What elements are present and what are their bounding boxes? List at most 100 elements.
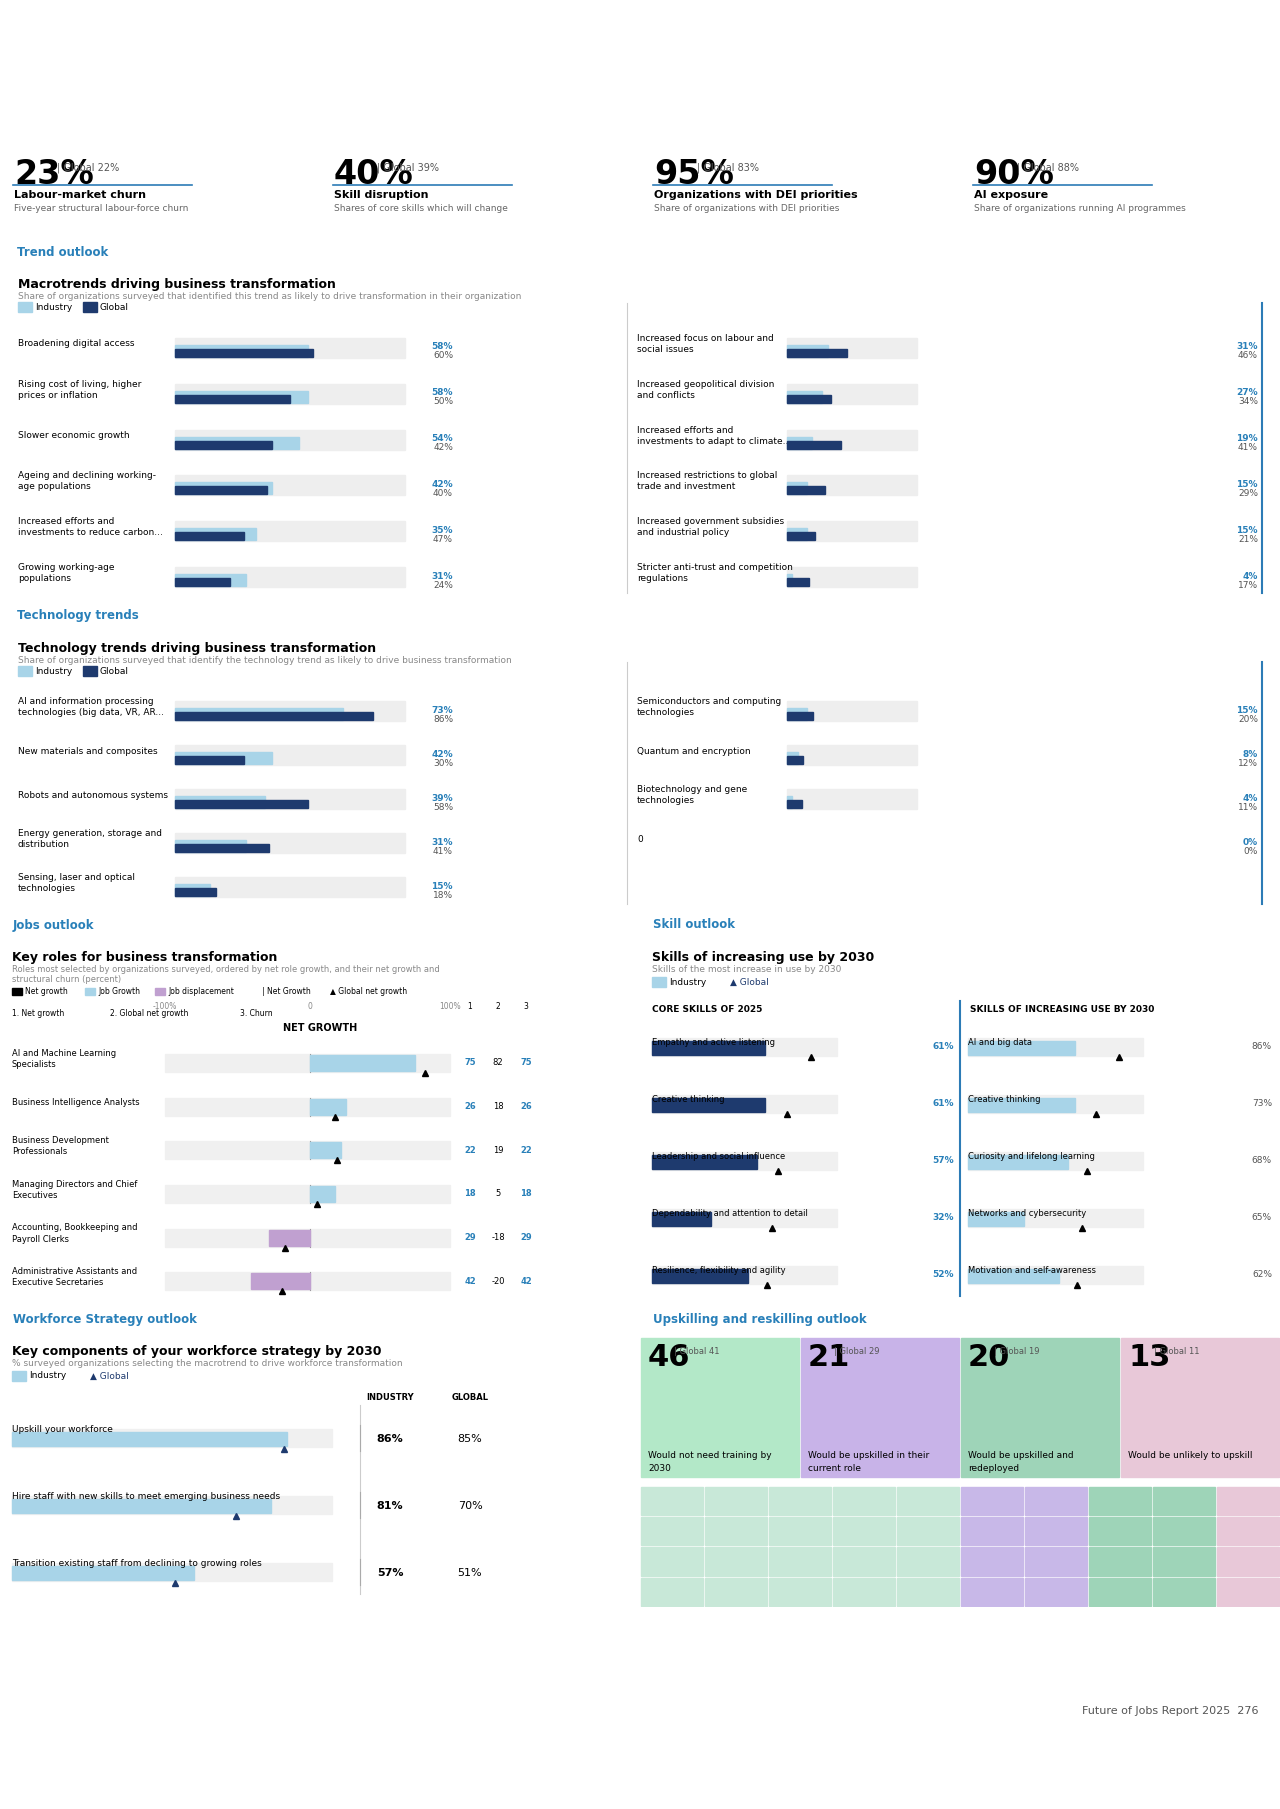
- Text: 41%: 41%: [433, 847, 453, 856]
- Text: 2030: 2030: [648, 1465, 671, 1473]
- Text: -18: -18: [492, 1234, 504, 1243]
- Bar: [787, 707, 806, 720]
- Text: current role: current role: [808, 1465, 861, 1473]
- Bar: [1153, 1518, 1215, 1545]
- Text: 54%: 54%: [431, 434, 453, 443]
- Bar: [175, 349, 314, 356]
- Bar: [310, 1098, 347, 1114]
- Bar: [641, 1339, 799, 1478]
- Text: Roles most selected by organizations surveyed, ordered by net role growth, and t: Roles most selected by organizations sur…: [12, 964, 440, 973]
- Bar: [833, 1487, 895, 1514]
- Bar: [1025, 1547, 1087, 1576]
- Text: AI and information processing
technologies (big data, VR, AR...: AI and information processing technologi…: [18, 696, 164, 716]
- Bar: [155, 988, 165, 995]
- Text: Global: Global: [100, 302, 129, 311]
- Bar: [968, 1154, 1068, 1169]
- Bar: [175, 832, 404, 854]
- Bar: [175, 483, 271, 494]
- Text: ▲ Global: ▲ Global: [730, 977, 769, 986]
- Text: 42%: 42%: [433, 443, 453, 452]
- Text: 42%: 42%: [431, 479, 453, 488]
- Text: Sensing, laser and optical
technologies: Sensing, laser and optical technologies: [18, 874, 134, 894]
- Bar: [175, 566, 404, 588]
- Text: Quantum and encryption: Quantum and encryption: [637, 747, 751, 756]
- Text: AI and Machine Learning
Specialists: AI and Machine Learning Specialists: [12, 1049, 116, 1069]
- Bar: [175, 338, 404, 358]
- Text: Industry: Industry: [29, 1371, 67, 1380]
- Text: 47%: 47%: [433, 535, 453, 545]
- Text: 40%: 40%: [433, 488, 453, 497]
- Text: | Global 83%: | Global 83%: [698, 163, 759, 172]
- Text: 0: 0: [307, 1002, 312, 1011]
- Text: 8%: 8%: [1243, 749, 1258, 758]
- Text: Macrotrends driving business transformation: Macrotrends driving business transformat…: [18, 279, 335, 291]
- Bar: [175, 888, 216, 895]
- Text: Increased geopolitical division
and conflicts: Increased geopolitical division and conf…: [637, 380, 774, 400]
- Bar: [175, 346, 308, 356]
- Text: 68%: 68%: [1252, 1156, 1272, 1165]
- Bar: [251, 1274, 310, 1290]
- Bar: [652, 1212, 712, 1225]
- Text: 70%: 70%: [458, 1501, 483, 1511]
- Bar: [769, 1518, 831, 1545]
- Text: 86%: 86%: [433, 715, 453, 724]
- Text: Net growth: Net growth: [26, 988, 68, 997]
- Bar: [641, 1487, 703, 1514]
- Text: 15%: 15%: [431, 881, 453, 890]
- Bar: [787, 756, 803, 763]
- Text: 57%: 57%: [932, 1156, 954, 1165]
- Text: Job displacement: Job displacement: [168, 988, 234, 997]
- Bar: [165, 1228, 451, 1246]
- Text: 86%: 86%: [376, 1435, 403, 1444]
- Bar: [833, 1577, 895, 1606]
- Text: 29: 29: [520, 1234, 531, 1243]
- Text: 31%: 31%: [431, 572, 453, 581]
- Text: Would not need training by: Would not need training by: [648, 1451, 772, 1460]
- Bar: [652, 1098, 765, 1111]
- Text: Stricter anti-trust and competition
regulations: Stricter anti-trust and competition regu…: [637, 563, 794, 582]
- Bar: [787, 789, 918, 809]
- Bar: [1217, 1577, 1279, 1606]
- Text: 73%: 73%: [1252, 1100, 1272, 1107]
- Bar: [1153, 1487, 1215, 1514]
- Bar: [787, 338, 918, 358]
- Bar: [968, 1038, 1143, 1055]
- Bar: [175, 487, 268, 494]
- Text: 18: 18: [520, 1189, 531, 1198]
- Text: 17%: 17%: [1238, 581, 1258, 590]
- Text: 42%: 42%: [431, 749, 453, 758]
- Bar: [787, 394, 832, 403]
- Bar: [175, 845, 269, 852]
- Text: 18%: 18%: [433, 890, 453, 899]
- Bar: [165, 1272, 451, 1290]
- Text: 61%: 61%: [933, 1042, 954, 1051]
- Text: 19%: 19%: [1236, 434, 1258, 443]
- Bar: [769, 1577, 831, 1606]
- Text: 3: 3: [524, 1002, 529, 1011]
- Bar: [801, 1339, 959, 1478]
- Bar: [12, 988, 22, 995]
- Bar: [641, 1518, 703, 1545]
- Bar: [961, 1339, 1119, 1478]
- Text: Jobs outlook: Jobs outlook: [13, 919, 95, 932]
- Text: Technology trends driving business transformation: Technology trends driving business trans…: [18, 642, 376, 655]
- Bar: [787, 384, 918, 403]
- Text: 34%: 34%: [1238, 398, 1258, 407]
- Text: 40%: 40%: [334, 157, 413, 192]
- Text: Job Growth: Job Growth: [99, 988, 140, 997]
- Bar: [18, 302, 32, 311]
- Text: Robots and autonomous systems: Robots and autonomous systems: [18, 791, 168, 800]
- Text: 5: 5: [495, 1189, 500, 1198]
- Text: Five-year structural labour-force churn: Five-year structural labour-force churn: [14, 204, 188, 213]
- Text: 82: 82: [493, 1058, 503, 1067]
- Bar: [175, 713, 372, 720]
- Text: | Global 29: | Global 29: [835, 1348, 879, 1357]
- Text: 58%: 58%: [433, 803, 453, 812]
- Text: 1: 1: [467, 1002, 472, 1011]
- Text: Key roles for business transformation: Key roles for business transformation: [12, 952, 278, 964]
- Text: 81%: 81%: [376, 1501, 403, 1511]
- Text: 24%: 24%: [433, 581, 453, 590]
- Text: | Global 22%: | Global 22%: [58, 163, 119, 172]
- Text: 90%: 90%: [974, 157, 1053, 192]
- Bar: [787, 346, 827, 356]
